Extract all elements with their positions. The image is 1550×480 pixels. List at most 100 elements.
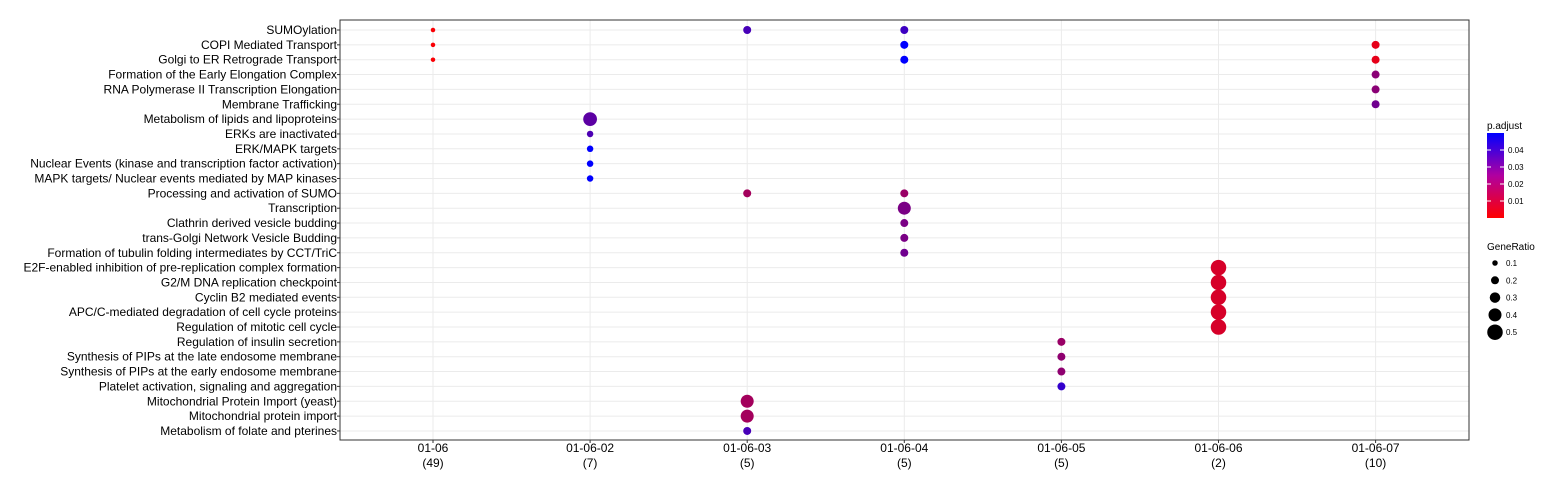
- data-point: [586, 175, 594, 182]
- data-point: [1057, 352, 1066, 361]
- gene-ratio-legend-label: 0.3: [1506, 294, 1518, 303]
- x-tick-label: 01-06-04: [880, 441, 928, 455]
- data-point: [430, 57, 436, 62]
- data-point: [743, 189, 752, 198]
- data-point: [900, 219, 909, 228]
- x-tick-label: 01-06: [418, 441, 449, 455]
- data-point: [900, 189, 909, 198]
- y-tick-label: SUMOylation: [266, 23, 337, 37]
- y-tick-label: E2F-enabled inhibition of pre-replicatio…: [24, 261, 338, 275]
- p-adjust-tick-label: 0.01: [1508, 197, 1524, 206]
- data-point: [1210, 274, 1227, 291]
- p-adjust-tick-label: 0.02: [1508, 180, 1524, 189]
- data-point: [1057, 382, 1066, 391]
- data-point: [1371, 85, 1380, 94]
- y-tick-label: trans-Golgi Network Vesicle Budding: [142, 231, 337, 245]
- data-point: [586, 145, 594, 153]
- p-adjust-tick-label: 0.04: [1508, 146, 1524, 155]
- data-point: [1057, 337, 1066, 346]
- gene-ratio-legend-title: GeneRatio: [1487, 242, 1535, 253]
- gridlines: [340, 20, 1469, 440]
- y-tick-label: Formation of tubulin folding intermediat…: [47, 246, 337, 260]
- y-tick-label: Regulation of mitotic cell cycle: [176, 320, 337, 334]
- data-point: [1371, 55, 1380, 64]
- x-tick-label: 01-06-02: [566, 441, 614, 455]
- x-tick-count: (49): [422, 456, 443, 470]
- y-tick-label: Cyclin B2 mediated events: [195, 290, 337, 304]
- y-tick-label: APC/C-mediated degradation of cell cycle…: [69, 305, 337, 319]
- data-point: [740, 394, 754, 408]
- data-points: [430, 26, 1380, 435]
- p-adjust-tick-label: 0.03: [1508, 163, 1524, 172]
- x-tick-count: (5): [1054, 456, 1069, 470]
- data-point: [900, 233, 909, 242]
- x-tick-label: 01-06-07: [1352, 441, 1400, 455]
- y-tick-label: ERKs are inactivated: [225, 127, 337, 141]
- data-point: [430, 27, 436, 33]
- y-tick-label: Transcription: [268, 201, 337, 215]
- x-tick-label: 01-06-05: [1037, 441, 1085, 455]
- data-point: [1210, 259, 1227, 276]
- data-point: [1057, 367, 1066, 376]
- x-tick-count: (5): [740, 456, 755, 470]
- y-tick-label: Metabolism of folate and pterines: [160, 424, 337, 438]
- y-tick-label: Mitochondrial Protein Import (yeast): [147, 394, 337, 408]
- data-point: [743, 426, 752, 435]
- data-point: [586, 160, 594, 167]
- data-point: [740, 409, 754, 423]
- gene-ratio-legend-dot: [1492, 260, 1498, 266]
- y-tick-label: COPI Mediated Transport: [201, 38, 338, 52]
- y-tick-label: RNA Polymerase II Transcription Elongati…: [104, 82, 337, 96]
- data-point: [586, 130, 594, 138]
- y-tick-label: Formation of the Early Elongation Comple…: [108, 68, 337, 82]
- data-point: [430, 42, 436, 48]
- gene-ratio-legend-label: 0.4: [1506, 311, 1518, 320]
- p-adjust-legend-title: p.adjust: [1487, 121, 1522, 132]
- gene-ratio-legend: GeneRatio 0.1 0.2 0.3 0.4 0.5: [1487, 242, 1535, 340]
- data-point: [583, 112, 597, 126]
- y-tick-label: ERK/MAPK targets: [235, 142, 337, 156]
- y-tick-label: Nuclear Events (kinase and transcription…: [30, 157, 337, 171]
- x-tick-count: (7): [583, 456, 598, 470]
- y-tick-label: MAPK targets/ Nuclear events mediated by…: [34, 172, 337, 186]
- p-adjust-legend: p.adjust 0.04 0.03 0.02 0.01: [1487, 121, 1524, 218]
- data-point: [1210, 289, 1227, 306]
- gene-ratio-legend-items: 0.1 0.2 0.3 0.4 0.5: [1487, 259, 1518, 340]
- gene-ratio-legend-dot: [1488, 308, 1502, 322]
- y-tick-label: Platelet activation, signaling and aggre…: [99, 379, 337, 393]
- gene-ratio-legend-dot: [1489, 292, 1501, 303]
- p-adjust-colorbar: [1487, 133, 1504, 218]
- data-point: [897, 201, 911, 215]
- data-point: [1371, 70, 1380, 79]
- y-tick-label: Synthesis of PIPs at the late endosome m…: [67, 350, 337, 364]
- data-point: [1210, 319, 1227, 335]
- x-tick-count: (5): [897, 456, 912, 470]
- data-point: [1371, 40, 1380, 49]
- p-adjust-legend-ticks: 0.04 0.03 0.02 0.01: [1487, 146, 1524, 206]
- gene-ratio-legend-dot: [1491, 276, 1499, 285]
- y-tick-label: Clathrin derived vesicle budding: [167, 216, 337, 230]
- x-axis-labels: 01-06(49)01-06-02(7)01-06-03(5)01-06-04(…: [418, 440, 1400, 470]
- x-tick-label: 01-06-03: [723, 441, 771, 455]
- x-tick-count: (10): [1365, 456, 1386, 470]
- gene-ratio-legend-label: 0.5: [1506, 328, 1518, 337]
- y-tick-label: Synthesis of PIPs at the early endosome …: [60, 365, 337, 379]
- y-tick-label: Regulation of insulin secretion: [177, 335, 337, 349]
- y-tick-label: Membrane Trafficking: [222, 97, 337, 111]
- gene-ratio-legend-label: 0.2: [1506, 276, 1518, 285]
- x-tick-label: 01-06-06: [1194, 441, 1242, 455]
- data-point: [900, 40, 909, 49]
- y-tick-label: G2/M DNA replication checkpoint: [161, 275, 338, 289]
- gene-ratio-legend-label: 0.1: [1506, 259, 1518, 268]
- data-point: [1371, 100, 1380, 109]
- y-tick-label: Metabolism of lipids and lipoproteins: [144, 112, 337, 126]
- gene-ratio-legend-dot: [1487, 324, 1503, 340]
- data-point: [900, 55, 909, 64]
- data-point: [900, 26, 909, 34]
- data-point: [1210, 304, 1227, 320]
- y-tick-label: Processing and activation of SUMO: [148, 186, 337, 200]
- y-tick-label: Mitochondrial protein import: [189, 409, 338, 423]
- data-point: [743, 26, 752, 34]
